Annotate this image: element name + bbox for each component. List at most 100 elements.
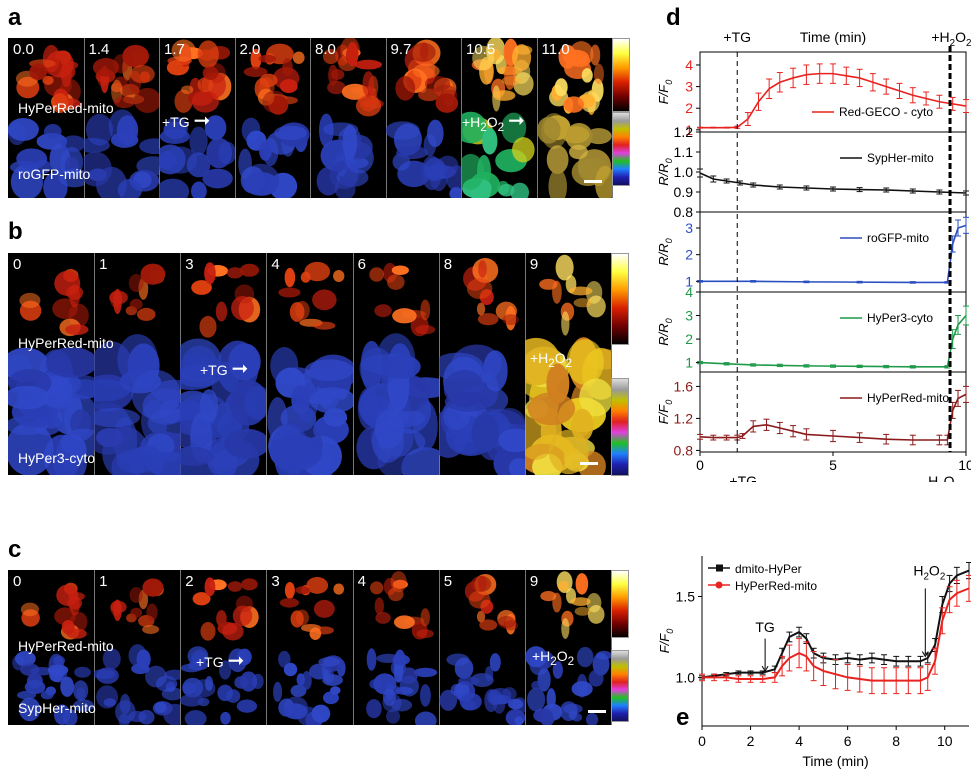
annotation-h2o2: H2O2: [913, 562, 945, 582]
x-tick-label: 5: [829, 457, 837, 473]
time-label: 1: [99, 256, 108, 273]
arrow-right-icon: ➞: [227, 650, 245, 672]
series-line: [699, 315, 967, 368]
image-tile: 0: [8, 253, 96, 475]
image-tile: 10.5: [461, 38, 538, 198]
y-tick-label: 3: [685, 220, 693, 236]
cell-image: [273, 576, 347, 725]
y-axis-label: R/R0: [656, 238, 674, 265]
y-tick-label: 2: [685, 247, 693, 263]
x-tick-label: 8: [892, 733, 900, 749]
y-axis-label: F/F0: [657, 629, 675, 654]
image-tile: 1: [94, 570, 182, 725]
image-strip-b: 0 1 3 4 6 8 9: [8, 253, 612, 475]
cell-image: [83, 44, 160, 198]
label-hyper3-cyto-b: HyPer3-cyto: [18, 450, 96, 466]
time-label: 2: [185, 573, 194, 590]
colorbar-spectrum-b: [611, 378, 629, 476]
chart-e: 0 2 4 6 8 10 1.0 1.5 Time (min) F/F0 dmito-HyPer Hy…: [657, 556, 971, 769]
x-tick-label: 10: [937, 733, 953, 749]
y-tick-label: 0.9: [674, 184, 694, 200]
x-tick-label: 0: [696, 457, 704, 473]
cell-image: [524, 254, 611, 475]
arrow-right-icon: ➞: [508, 110, 525, 132]
cell-image: [316, 38, 384, 198]
colorbar-spectrum-a: [612, 112, 630, 186]
y-axis-label: R/R0: [656, 158, 674, 185]
image-tile: 9: [525, 570, 612, 725]
y-axis-label: F/F0: [656, 80, 674, 105]
bottom-label-h2o2: H2O2: [928, 473, 960, 482]
legend-label: SypHer-mito: [867, 151, 934, 165]
label-sypher-mito-c: SypHer-mito: [18, 700, 96, 716]
y-tick-label: 1: [685, 122, 693, 138]
image-tile: 1: [94, 253, 182, 475]
time-label: 4: [271, 256, 280, 273]
cell-image: [12, 582, 94, 725]
series-line: [699, 172, 967, 194]
image-tile: 6: [353, 253, 440, 475]
time-label: 5: [443, 573, 453, 590]
x-tick-label: 10: [958, 457, 971, 473]
legend-label: dmito-HyPer: [735, 562, 802, 576]
subplot-frame: [699, 211, 967, 293]
legend-label: Red-GECO - cyto: [839, 105, 933, 119]
label-tg-a: +TG ➞: [162, 110, 211, 132]
top-label-time: Time (min): [800, 29, 866, 45]
colorbar-spectrum-c: [611, 650, 629, 722]
time-label: 8: [443, 256, 453, 273]
time-label: 3: [271, 573, 280, 590]
time-label: 8.0: [315, 41, 336, 58]
cell-image: [438, 258, 525, 475]
legend-label: HyPerRed-mito: [735, 579, 817, 593]
image-tile: 8.0: [310, 38, 387, 198]
y-tick-label: 2: [685, 100, 693, 116]
image-tile: 9.7: [385, 38, 462, 198]
cell-image: [159, 39, 235, 198]
image-tile: 1.7: [159, 38, 236, 198]
y-tick-label: 0.8: [674, 442, 694, 458]
image-tile: 3: [180, 253, 268, 475]
colorbar-hot-c: [611, 570, 629, 638]
bottom-label-tg: +TG: [729, 473, 757, 482]
label-hyperred-mito-a: HyPerRed-mito: [18, 100, 114, 116]
x-tick-label: 6: [844, 733, 852, 749]
image-tile: 0: [8, 570, 96, 725]
image-tile: 3: [266, 570, 354, 725]
time-label: 1.7: [164, 41, 185, 58]
legend-label: HyPerRed-mito: [867, 391, 949, 405]
legend-marker: [716, 564, 723, 572]
x-tick-label: 0: [698, 733, 706, 749]
time-label: 2.0: [239, 41, 261, 58]
y-tick-label: 1.2: [674, 124, 694, 140]
cell-image: [180, 262, 267, 475]
image-strip-a: 0.0 1.4 1.7 2.0 8.0 9.7 10.5 11.0: [8, 38, 613, 198]
time-label: 3: [185, 256, 194, 273]
label-h2o2-a: +H2O2 ➞: [462, 110, 525, 134]
legend-label: HyPer3-cyto: [867, 311, 933, 325]
series-line: [700, 72, 967, 129]
panel-letter-c: c: [8, 536, 22, 563]
arrowhead: [761, 665, 769, 672]
chart-d: +TG Time (min) +H2O2 1 2 3 4 F/F0 Red-GECO - cyt…: [656, 29, 971, 482]
label-hyperred-mito-c: HyPerRed-mito: [18, 638, 114, 654]
y-tick-label: 4: [685, 284, 693, 300]
cell-image: [8, 268, 95, 475]
y-axis-label: F/F0: [656, 400, 674, 425]
time-label: 1.4: [88, 41, 110, 58]
image-strip-c: 0 1 2 3 4 5 9: [8, 570, 612, 725]
x-tick-label: 4: [795, 733, 803, 749]
image-tile: 4: [353, 570, 440, 725]
legend-label: roGFP-mito: [867, 231, 929, 245]
panel-letter-e: e: [676, 704, 690, 731]
y-tick-label: 2: [685, 331, 693, 347]
time-label: 10.5: [466, 41, 496, 58]
time-label: 9.7: [390, 41, 412, 58]
subplot-frame: [699, 131, 967, 213]
y-tick-label: 1: [685, 355, 693, 371]
time-label: 0.0: [13, 41, 34, 58]
series-line: [700, 224, 967, 284]
time-label: 11.0: [541, 41, 570, 58]
label-h2o2-b: +H2O2: [530, 350, 573, 370]
image-tile: 11.0: [536, 38, 613, 198]
